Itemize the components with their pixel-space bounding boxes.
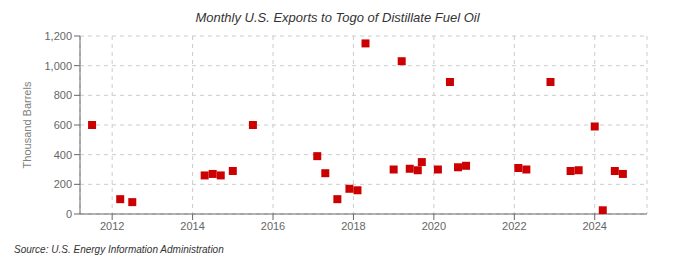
svg-text:2016: 2016	[261, 220, 285, 232]
svg-text:2022: 2022	[502, 220, 526, 232]
svg-text:2014: 2014	[180, 220, 204, 232]
svg-text:2024: 2024	[582, 220, 606, 232]
svg-text:2018: 2018	[341, 220, 365, 232]
svg-text:200: 200	[54, 178, 72, 190]
svg-text:2012: 2012	[100, 220, 124, 232]
svg-text:1,200: 1,200	[44, 30, 72, 42]
html-text:Source: U.S. Energy Informatio: Source: U.S. Energy Information Administ…	[14, 244, 224, 255]
svg-text:2020: 2020	[422, 220, 446, 232]
svg-text:0: 0	[66, 208, 72, 220]
svg-text:600: 600	[54, 119, 72, 131]
svg-text:1,000: 1,000	[44, 60, 72, 72]
svg-text:800: 800	[54, 89, 72, 101]
html-text:Monthly U.S. Exports to Togo o: Monthly U.S. Exports to Togo of Distilla…	[195, 10, 480, 25]
svg-text:Thousand Barrels: Thousand Barrels	[21, 81, 33, 168]
svg-text:400: 400	[54, 149, 72, 161]
